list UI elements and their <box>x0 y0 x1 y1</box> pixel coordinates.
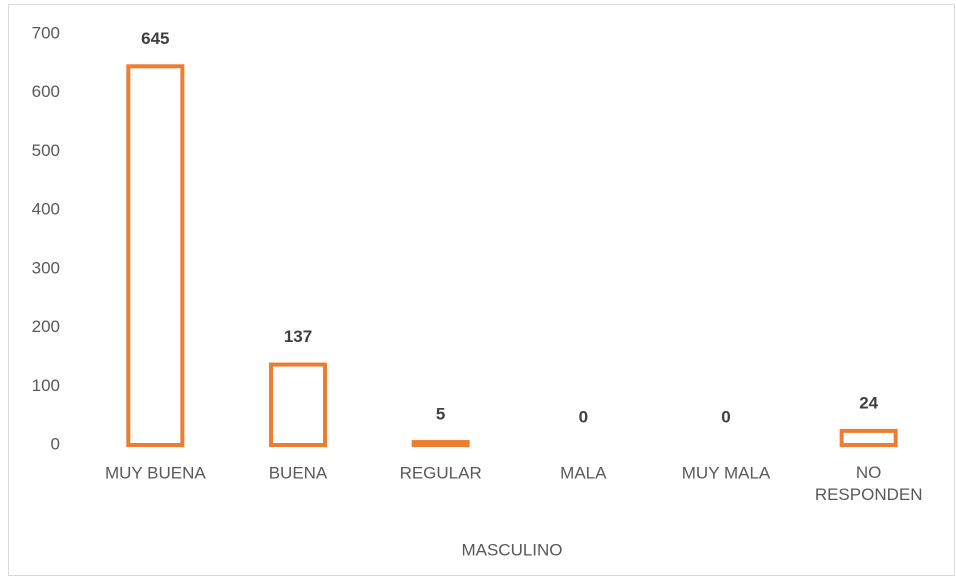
data-label: 5 <box>436 405 445 424</box>
x-tick-label: NO RESPONDEN <box>815 463 923 504</box>
y-tick-label: 500 <box>32 141 60 160</box>
y-tick-label: 600 <box>32 82 60 101</box>
y-tick-label: 200 <box>32 317 60 336</box>
x-tick-label: MUY BUENA <box>105 463 206 482</box>
y-tick-label: 700 <box>32 23 60 42</box>
x-tick-label: MALA <box>560 463 607 482</box>
data-label: 0 <box>721 407 730 426</box>
x-tick-label: BUENA <box>269 463 328 482</box>
data-label: 24 <box>859 393 878 412</box>
x-axis-label: MASCULINO <box>461 540 562 559</box>
y-tick-label: 100 <box>32 376 60 395</box>
y-tick-label: 400 <box>32 200 60 219</box>
y-tick-label: 0 <box>51 434 60 453</box>
x-tick-label: REGULAR <box>400 463 482 482</box>
x-tick-label-line: RESPONDEN <box>815 485 923 504</box>
bar <box>839 428 898 447</box>
data-label: 645 <box>141 29 169 48</box>
y-tick-label: 300 <box>32 258 60 277</box>
data-label: 137 <box>284 327 312 346</box>
bar <box>411 440 470 448</box>
x-tick-label: MUY MALA <box>682 463 771 482</box>
data-label: 0 <box>579 407 588 426</box>
bar <box>269 362 327 447</box>
bar <box>126 64 185 448</box>
x-tick-label-line: NO <box>856 463 882 482</box>
